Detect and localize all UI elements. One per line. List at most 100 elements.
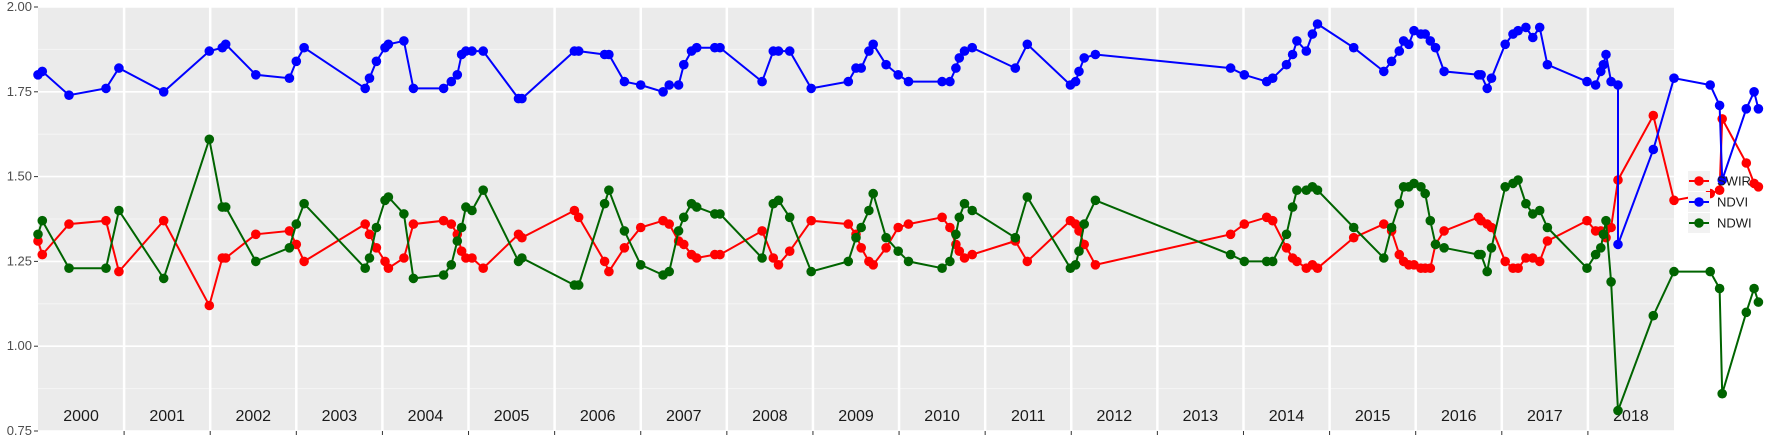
data-point (251, 256, 261, 267)
data-point (1420, 29, 1430, 39)
year-label: 2012 (1097, 408, 1133, 425)
data-point (438, 215, 449, 226)
data-point (715, 249, 725, 260)
data-point (1486, 222, 1497, 233)
data-point (284, 73, 295, 83)
data-point (806, 266, 816, 277)
data-point (1090, 260, 1101, 270)
data-point (1394, 198, 1405, 209)
data-point (1379, 66, 1389, 77)
data-point (1239, 256, 1250, 267)
data-point (658, 87, 668, 97)
data-point (937, 212, 947, 223)
data-point (893, 70, 903, 80)
data-point (1601, 215, 1611, 226)
data-point (1022, 192, 1033, 202)
legend-label: SWIR (1717, 174, 1751, 189)
data-point (158, 87, 169, 97)
data-point (1090, 49, 1101, 60)
data-point (959, 46, 970, 56)
data-point (1534, 256, 1545, 267)
data-point (1590, 249, 1601, 260)
data-point (664, 80, 674, 90)
data-point (954, 246, 965, 256)
data-point (1010, 63, 1021, 73)
data-point (456, 222, 467, 233)
data-point (64, 263, 74, 274)
data-point (517, 93, 527, 104)
data-point (673, 226, 684, 236)
data-point (101, 215, 111, 226)
data-point (446, 260, 457, 270)
data-point (204, 46, 215, 56)
data-point (806, 83, 816, 94)
data-point (64, 219, 74, 229)
data-point (33, 229, 43, 240)
data-point (1648, 110, 1659, 121)
data-point (1267, 215, 1278, 226)
data-point (114, 266, 124, 277)
data-point (967, 205, 977, 216)
data-point (478, 185, 489, 195)
year-label: 2016 (1441, 408, 1477, 425)
data-point (251, 70, 261, 80)
data-point (691, 202, 702, 212)
year-label: 2005 (494, 408, 530, 425)
data-point (1225, 63, 1236, 73)
data-point (1534, 22, 1545, 33)
data-point (1348, 232, 1359, 243)
data-point (757, 226, 767, 236)
data-point (1749, 87, 1759, 97)
data-point (1613, 405, 1623, 416)
data-point (364, 253, 375, 263)
data-point (1717, 175, 1727, 185)
data-point (452, 236, 463, 246)
data-point (204, 134, 215, 145)
data-point (1500, 39, 1510, 50)
data-point (1582, 76, 1592, 87)
data-point (467, 253, 477, 263)
data-point (1705, 266, 1715, 277)
data-point (903, 219, 914, 229)
data-point (967, 42, 977, 53)
data-point (1420, 188, 1430, 199)
data-point (937, 76, 947, 87)
data-point (945, 76, 955, 87)
year-label: 2013 (1183, 408, 1219, 425)
data-point (1074, 226, 1084, 236)
data-point (1753, 104, 1764, 114)
year-label: 2008 (752, 408, 788, 425)
data-point (1292, 256, 1302, 267)
legend-label: NDVI (1717, 195, 1748, 210)
data-point (945, 222, 955, 233)
data-point (1281, 243, 1292, 253)
y-tick-label: 1.50 (7, 169, 32, 184)
data-point (856, 243, 866, 253)
data-point (37, 215, 48, 226)
data-point (881, 59, 891, 70)
data-point (1669, 73, 1679, 83)
y-tick-label: 1.75 (7, 84, 32, 99)
data-point (478, 46, 489, 56)
data-point (1669, 195, 1679, 206)
data-point (1606, 277, 1616, 287)
data-point (1749, 283, 1759, 294)
data-point (1022, 39, 1033, 50)
data-point (1281, 59, 1292, 70)
data-point (1074, 66, 1084, 77)
data-point (364, 73, 375, 83)
data-point (1513, 175, 1523, 185)
data-point (1486, 243, 1497, 253)
data-point (1606, 222, 1616, 233)
legend-key-marker (1694, 197, 1704, 207)
data-point (383, 192, 394, 202)
data-point (1430, 42, 1441, 53)
data-point (773, 260, 784, 270)
data-point (452, 70, 463, 80)
year-label: 2010 (924, 408, 960, 425)
data-point (715, 42, 725, 53)
x-axis (123, 431, 1589, 435)
data-point (408, 273, 419, 284)
data-point (1669, 266, 1679, 277)
